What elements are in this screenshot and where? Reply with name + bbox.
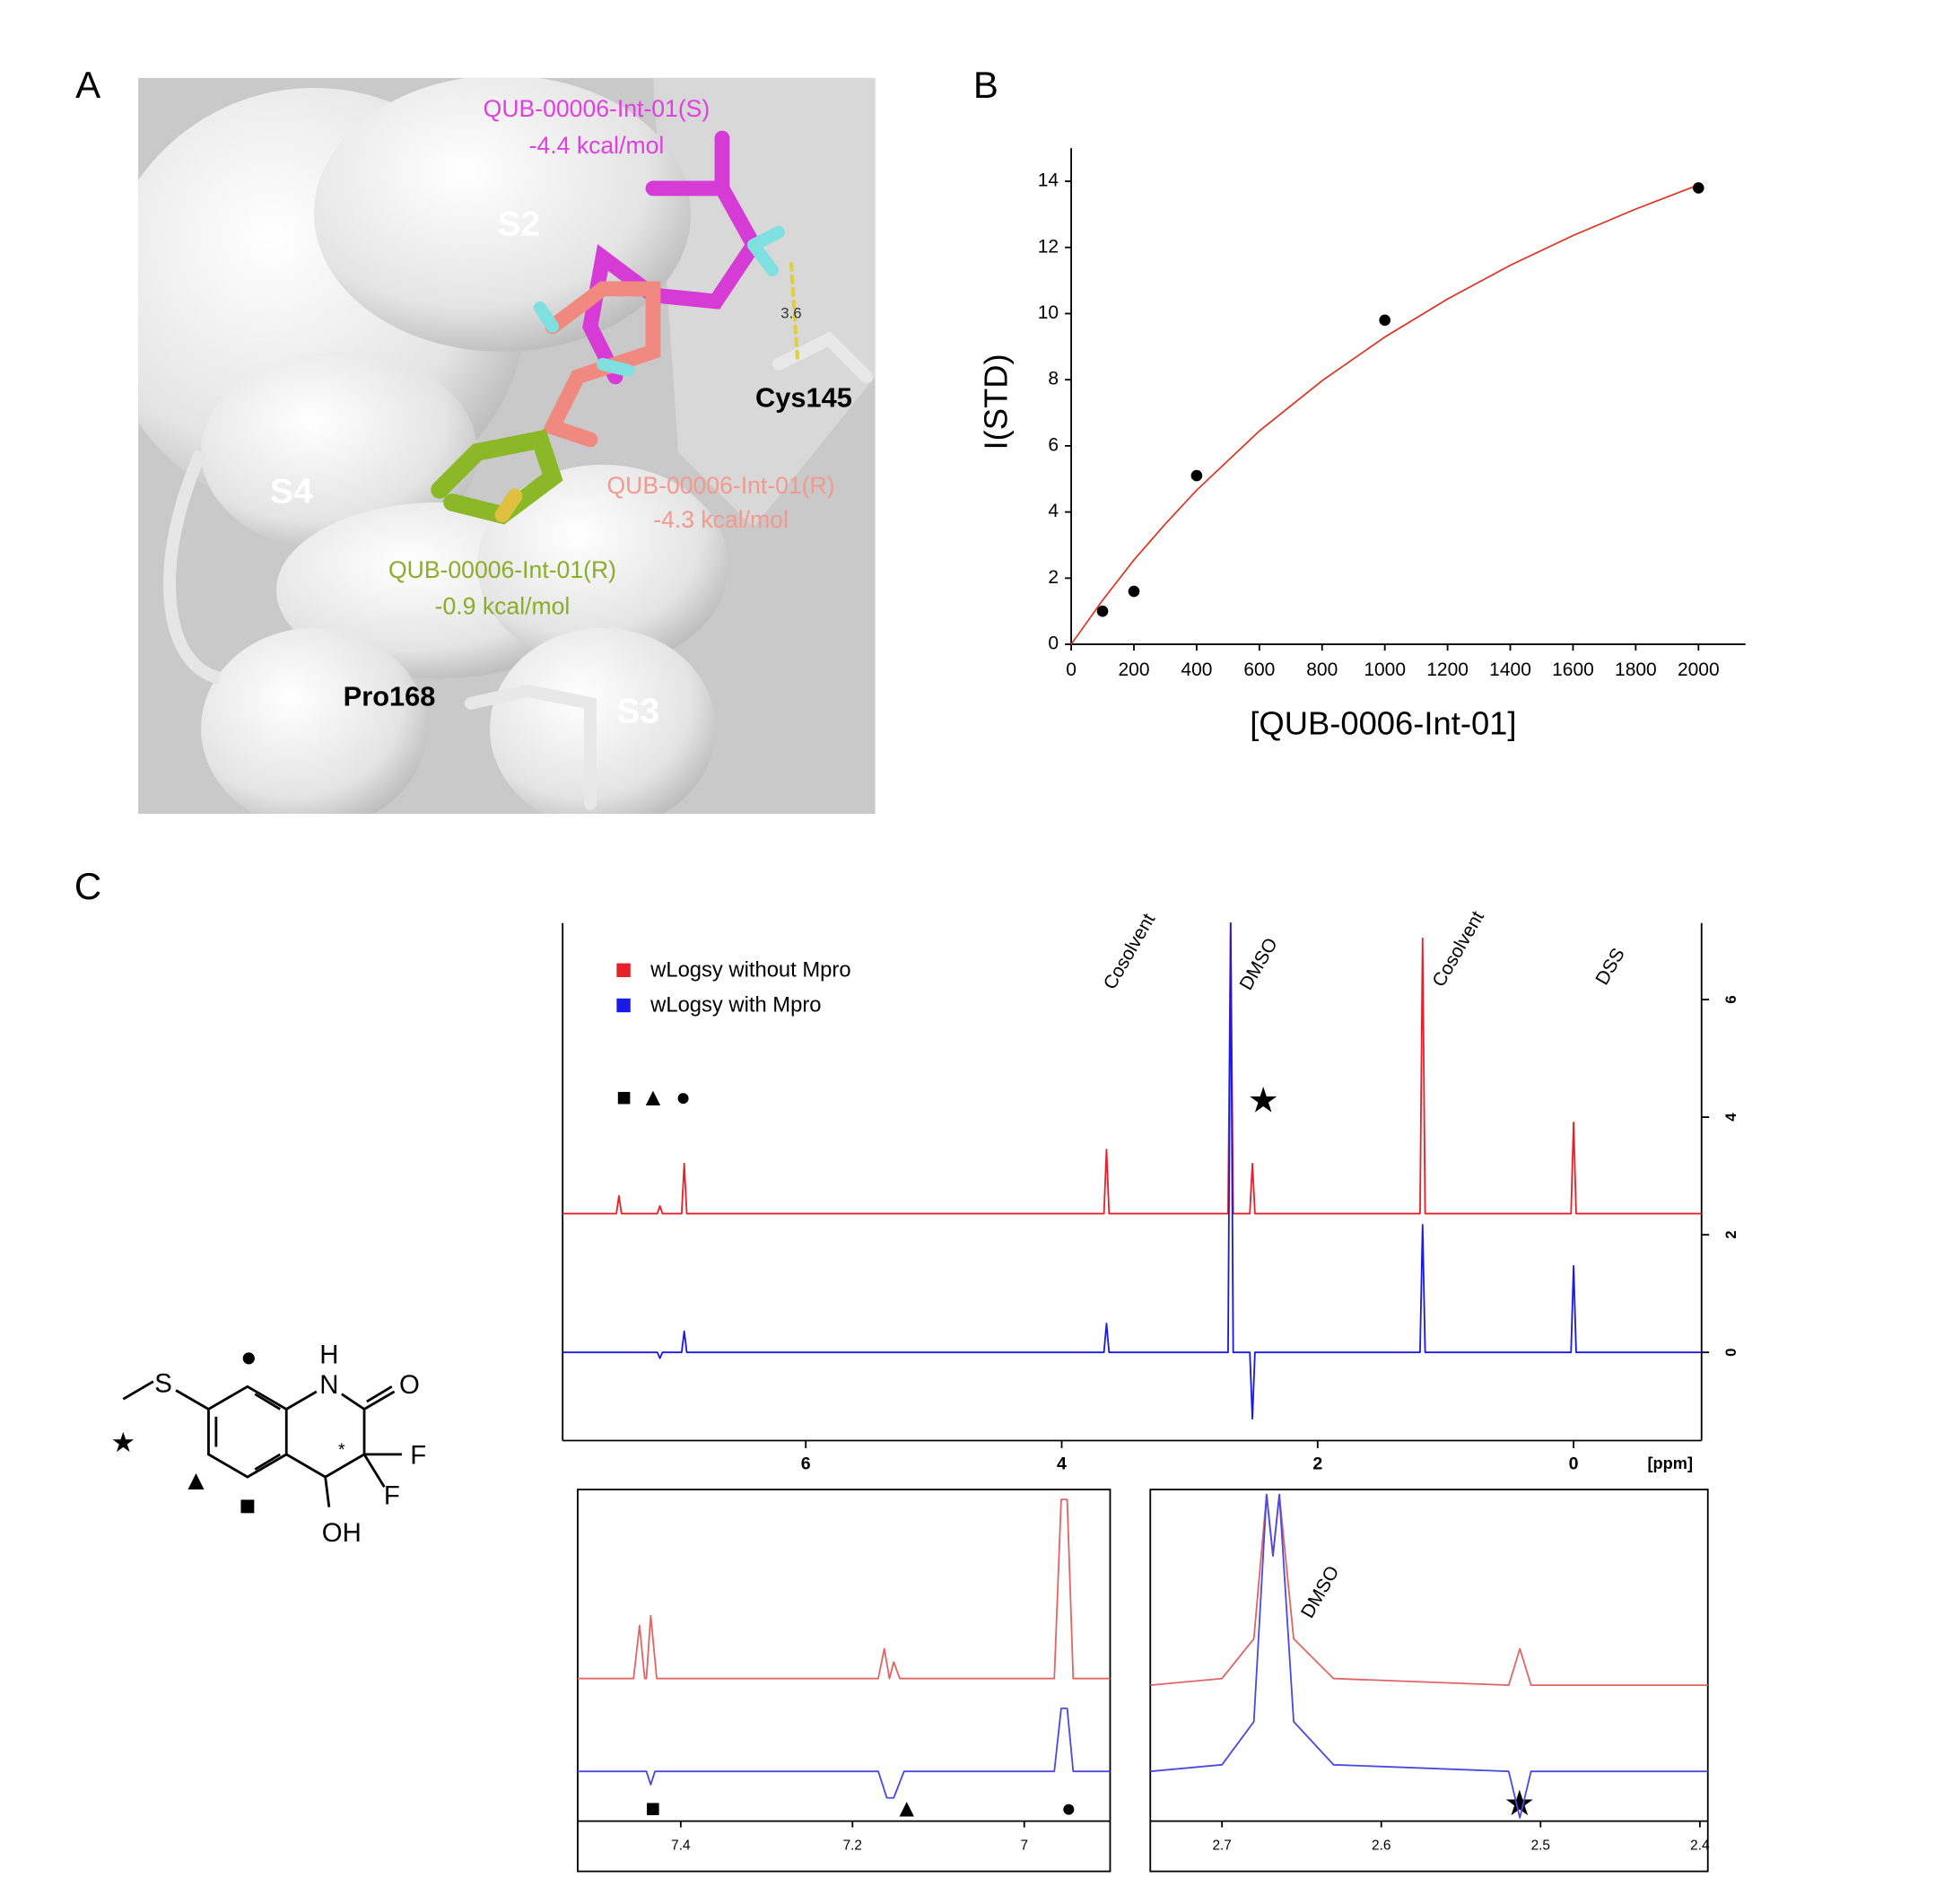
ligand-label: QUB-00006-Int-01(R) [388, 556, 616, 583]
panel-label: A [75, 64, 100, 106]
atom-label: F [384, 1480, 400, 1510]
legend-swatch [616, 963, 631, 977]
y-axis-label: I(STD) [978, 354, 1015, 450]
legend-swatch [616, 998, 631, 1013]
site-label: S2 [497, 205, 540, 243]
spectrum-trace [1150, 1493, 1708, 1687]
y-tick-label: 6 [1048, 434, 1059, 455]
energy-label: -4.3 kcal/mol [653, 506, 789, 533]
y-tick-label: 4 [1722, 1113, 1739, 1122]
x-tick-label: 2.7 [1212, 1838, 1231, 1854]
proton-marker: ★ [110, 1427, 135, 1458]
y-tick-label: 0 [1048, 633, 1059, 654]
proton-marker: ■ [240, 1489, 257, 1521]
y-tick-label: 6 [1722, 995, 1739, 1003]
energy-label: -4.4 kcal/mol [529, 132, 665, 159]
spectrum-trace [577, 1707, 1111, 1799]
x-tick-label: 0 [1066, 659, 1077, 680]
data-point [1190, 469, 1203, 482]
energy-label: -0.9 kcal/mol [435, 593, 571, 620]
x-tick-label: 400 [1181, 659, 1212, 680]
y-tick-label: 12 [1038, 236, 1059, 257]
x-tick-label: 2.4 [1690, 1838, 1710, 1854]
spectrum-trace [562, 921, 1702, 1215]
panel-label: C [74, 865, 101, 907]
atom-label: H [319, 1340, 338, 1369]
x-tick-label: 7 [1020, 1838, 1028, 1854]
residue-label: Cys145 [755, 381, 852, 413]
y-tick-label: 0 [1722, 1349, 1739, 1357]
stereo-mark: * [338, 1440, 345, 1460]
x-tick-label: 800 [1306, 659, 1338, 680]
y-tick-label: 10 [1038, 302, 1059, 323]
proton-marker: ▲ [641, 1083, 666, 1111]
atom-label: F [410, 1440, 426, 1470]
y-tick-label: 14 [1038, 170, 1059, 191]
panel-label: B [973, 64, 998, 106]
atom-label: S [154, 1369, 172, 1399]
x-tick-label: 1200 [1426, 659, 1469, 680]
proton-marker: ● [240, 1341, 257, 1373]
x-tick-label: 2 [1312, 1454, 1322, 1473]
peak-annotation: Cosolvent [1100, 910, 1160, 992]
peak-annotation: Cosolvent [1428, 907, 1488, 990]
peak-annotation: DMSO [1236, 935, 1282, 994]
site-label: S4 [270, 472, 313, 511]
ligand-label: QUB-00006-Int-01(R) [607, 472, 835, 499]
x-tick-label: 200 [1118, 659, 1149, 680]
x-tick-label: 7.2 [843, 1838, 862, 1854]
proton-marker: ● [1061, 1794, 1077, 1821]
x-tick-label: 2.6 [1372, 1838, 1390, 1854]
x-tick-label: 0 [1569, 1454, 1579, 1473]
spectrum-trace [577, 1498, 1111, 1680]
proton-marker: ■ [646, 1794, 661, 1821]
x-axis-label: [QUB-0006-Int-01] [1250, 705, 1516, 742]
x-tick-label: 1800 [1615, 659, 1657, 680]
distance-label: 3.6 [780, 304, 801, 321]
data-point [1692, 182, 1704, 194]
x-tick-label: 1000 [1364, 659, 1406, 680]
y-tick-label: 8 [1048, 369, 1059, 389]
legend-label: wLogsy without Mpro [649, 957, 850, 982]
legend-label: wLogsy with Mpro [649, 992, 821, 1017]
data-point [1379, 314, 1390, 327]
inset-frame [1149, 1489, 1709, 1873]
x-tick-label: 2000 [1678, 659, 1720, 680]
x-tick-label: 1400 [1489, 659, 1531, 680]
proton-marker: ■ [616, 1083, 632, 1111]
y-tick-label: 4 [1048, 501, 1059, 521]
atom-label: O [399, 1370, 420, 1400]
data-point [1096, 605, 1109, 617]
docking-render [138, 77, 876, 815]
x-tick-label: 7.4 [671, 1838, 691, 1854]
x-tick-label: 2.5 [1531, 1838, 1550, 1854]
peak-annotation: DSS [1591, 945, 1628, 989]
site-label: S3 [616, 692, 659, 730]
ligand-label: QUB-00006-Int-01(S) [484, 95, 710, 122]
x-axis-label: [ppm] [1647, 1454, 1693, 1472]
inset-frame [577, 1489, 1111, 1873]
spectrum-trace [1150, 1493, 1708, 1819]
atom-label: N [319, 1370, 338, 1400]
x-tick-label: 1600 [1552, 659, 1594, 680]
residue-label: Pro168 [344, 680, 436, 712]
y-tick-label: 2 [1048, 567, 1059, 588]
x-tick-label: 6 [801, 1454, 811, 1473]
x-tick-label: 600 [1243, 659, 1275, 680]
atom-label: OH [322, 1518, 362, 1548]
spectrum-trace [562, 921, 1702, 1420]
fit-curve [1070, 184, 1699, 645]
x-tick-label: 4 [1057, 1454, 1067, 1473]
proton-marker: ★ [1248, 1081, 1279, 1120]
structure-bonds [122, 1380, 403, 1507]
proton-marker: ▲ [894, 1794, 920, 1821]
proton-marker: ● [676, 1083, 691, 1111]
y-tick-label: 2 [1722, 1230, 1739, 1238]
data-point [1128, 585, 1140, 598]
peak-annotation: DMSO [1297, 1562, 1343, 1621]
proton-marker: ▲ [182, 1464, 209, 1496]
